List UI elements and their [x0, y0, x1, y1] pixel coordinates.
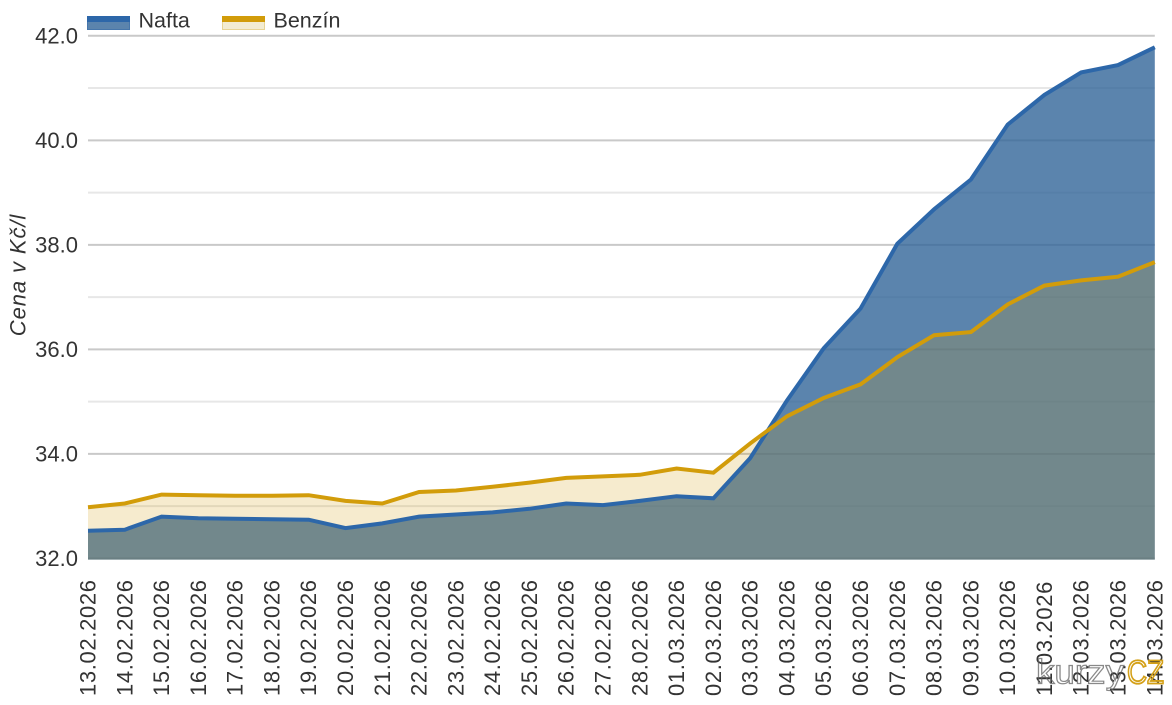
svg-text:12.03.2026: 12.03.2026: [1069, 579, 1094, 696]
svg-text:01.03.2026: 01.03.2026: [664, 579, 689, 696]
svg-text:42.0: 42.0: [35, 23, 78, 48]
svg-text:11.03.2026: 11.03.2026: [1032, 581, 1057, 696]
svg-text:04.03.2026: 04.03.2026: [774, 579, 799, 696]
svg-text:14.02.2026: 14.02.2026: [112, 579, 137, 696]
svg-text:24.02.2026: 24.02.2026: [480, 579, 505, 696]
svg-text:08.03.2026: 08.03.2026: [922, 579, 947, 696]
svg-text:03.03.2026: 03.03.2026: [738, 579, 763, 696]
svg-text:14.03.2026: 14.03.2026: [1142, 579, 1167, 696]
svg-text:Cena v Kč/l: Cena v Kč/l: [5, 214, 30, 337]
svg-text:Benzín: Benzín: [274, 9, 341, 33]
svg-text:13.02.2026: 13.02.2026: [76, 579, 101, 696]
svg-text:17.02.2026: 17.02.2026: [223, 579, 248, 696]
svg-text:21.02.2026: 21.02.2026: [370, 579, 395, 696]
svg-text:26.02.2026: 26.02.2026: [554, 579, 579, 696]
svg-text:18.02.2026: 18.02.2026: [259, 579, 284, 696]
svg-text:20.02.2026: 20.02.2026: [333, 579, 358, 696]
svg-text:36.0: 36.0: [35, 337, 78, 362]
svg-text:06.03.2026: 06.03.2026: [848, 579, 873, 696]
svg-text:Nafta: Nafta: [139, 9, 190, 33]
svg-text:19.02.2026: 19.02.2026: [296, 579, 321, 696]
svg-text:16.02.2026: 16.02.2026: [186, 579, 211, 696]
svg-text:13.03.2026: 13.03.2026: [1106, 579, 1131, 696]
svg-text:23.02.2026: 23.02.2026: [443, 579, 468, 696]
svg-text:38.0: 38.0: [35, 232, 78, 257]
svg-text:07.03.2026: 07.03.2026: [885, 579, 910, 696]
svg-text:15.02.2026: 15.02.2026: [149, 579, 174, 696]
svg-text:28.02.2026: 28.02.2026: [627, 579, 652, 696]
svg-text:22.02.2026: 22.02.2026: [407, 579, 432, 696]
svg-text:34.0: 34.0: [35, 442, 78, 467]
svg-text:05.03.2026: 05.03.2026: [811, 579, 836, 696]
svg-text:kurzy: kurzy: [1036, 654, 1124, 692]
svg-text:40.0: 40.0: [35, 128, 78, 153]
svg-text:09.03.2026: 09.03.2026: [958, 579, 983, 696]
svg-text:CZ: CZ: [1127, 654, 1164, 691]
svg-text:27.02.2026: 27.02.2026: [591, 579, 616, 696]
svg-text:10.03.2026: 10.03.2026: [995, 579, 1020, 696]
svg-text:32.0: 32.0: [35, 546, 78, 571]
svg-text:02.03.2026: 02.03.2026: [701, 579, 726, 696]
svg-text:25.02.2026: 25.02.2026: [517, 579, 542, 696]
